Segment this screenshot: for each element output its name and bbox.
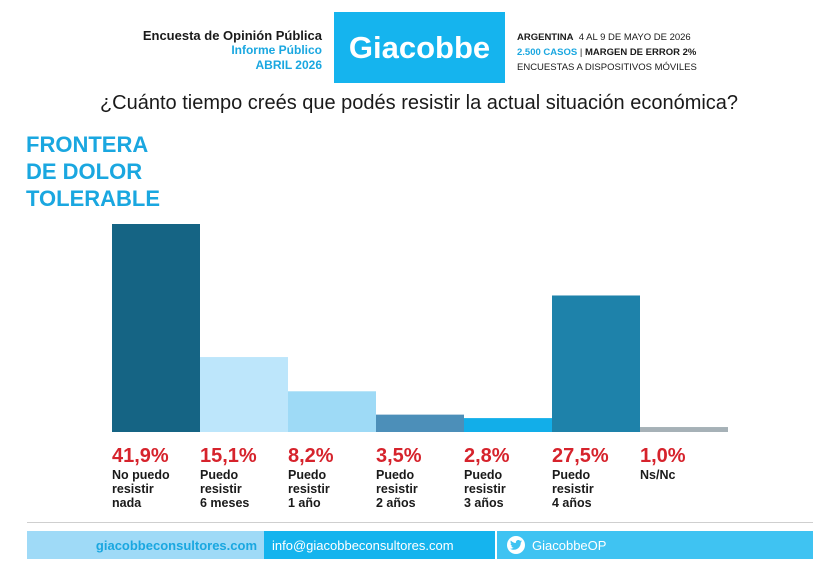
bar-3 <box>288 391 376 432</box>
twitter-bird-icon <box>507 536 525 554</box>
value-label-4: 3,5% <box>376 445 422 467</box>
value-labels-row: 41,9% No puedo resistir nada 15,1% Puedo re… <box>0 444 838 524</box>
website-link[interactable]: giacobbeconsultores.com <box>27 531 264 559</box>
bar-5 <box>464 418 552 432</box>
bar-label-group-5: 2,8% Puedo resistir 3 años <box>464 444 552 510</box>
bar-7 <box>640 427 728 432</box>
category-label-6: Puedo resistir 4 años <box>552 468 594 510</box>
category-label-3: Puedo resistir 1 año <box>288 468 330 510</box>
category-label-7: Ns/Nc <box>640 468 676 482</box>
callout-text: FRONTERA DE DOLOR TOLERABLE <box>26 131 160 212</box>
report-month: ABRIL 2026 <box>255 58 322 72</box>
footer-divider <box>27 522 813 523</box>
survey-method: ENCUESTAS A DISPOSITIVOS MÓVILES <box>517 62 697 73</box>
survey-dates: 4 AL 9 DE MAYO DE 2026 <box>578 32 691 43</box>
bar-4 <box>376 414 464 432</box>
category-label-4: Puedo resistir 2 años <box>376 468 418 510</box>
bar-label-group-2: 15,1% Puedo resistir 6 meses <box>200 444 288 510</box>
bar-label-group-6: 27,5% Puedo resistir 4 años <box>552 444 640 510</box>
footer-bar: giacobbeconsultores.com info@giacobbecon… <box>27 531 813 559</box>
report-type: Informe Público <box>231 43 322 57</box>
sample-size: 2.500 CASOS <box>517 47 578 58</box>
value-label-3: 8,2% <box>288 445 334 467</box>
category-label-2: Puedo resistir 6 meses <box>200 468 250 510</box>
bar-2 <box>200 357 288 432</box>
bar-chart <box>112 224 728 432</box>
email-link[interactable]: info@giacobbeconsultores.com <box>264 531 495 559</box>
report-header-left: Encuesta de Opinión Pública Informe Públ… <box>143 28 322 73</box>
brand-logo: Giacobbe <box>334 12 505 83</box>
bar-label-group-1: 41,9% No puedo resistir nada <box>112 444 200 510</box>
twitter-link[interactable]: GiacobbeOP <box>497 531 813 559</box>
brand-name: Giacobbe <box>348 29 491 65</box>
survey-info: ARGENTINA 4 AL 9 DE MAYO DE 2026 2.500 C… <box>517 32 697 73</box>
twitter-handle: GiacobbeOP <box>532 537 607 553</box>
survey-title: Encuesta de Opinión Pública <box>142 28 322 43</box>
value-label-1: 41,9% <box>112 445 169 467</box>
value-label-5: 2,8% <box>464 445 510 467</box>
callout-line-2: DE DOLOR <box>26 159 143 184</box>
margin-of-error: MARGEN DE ERROR 2% <box>584 47 697 58</box>
country: ARGENTINA <box>517 32 574 43</box>
bar-1 <box>112 224 200 432</box>
chart-question: ¿Cuánto tiempo creés que podés resistir … <box>99 92 739 114</box>
bar-label-group-4: 3,5% Puedo resistir 2 años <box>376 444 464 510</box>
callout-line-3: TOLERABLE <box>26 186 161 211</box>
category-label-1: No puedo resistir nada <box>112 468 170 510</box>
value-label-6: 27,5% <box>552 445 609 467</box>
bar-label-group-3: 8,2% Puedo resistir 1 año <box>288 444 376 510</box>
category-label-5: Puedo resistir 3 años <box>464 468 506 510</box>
value-label-2: 15,1% <box>200 445 257 467</box>
bar-label-group-7: 1,0% Ns/Nc <box>640 444 728 482</box>
value-label-7: 1,0% <box>640 445 686 467</box>
bar-6 <box>552 295 640 432</box>
callout-line-1: FRONTERA <box>26 132 149 157</box>
